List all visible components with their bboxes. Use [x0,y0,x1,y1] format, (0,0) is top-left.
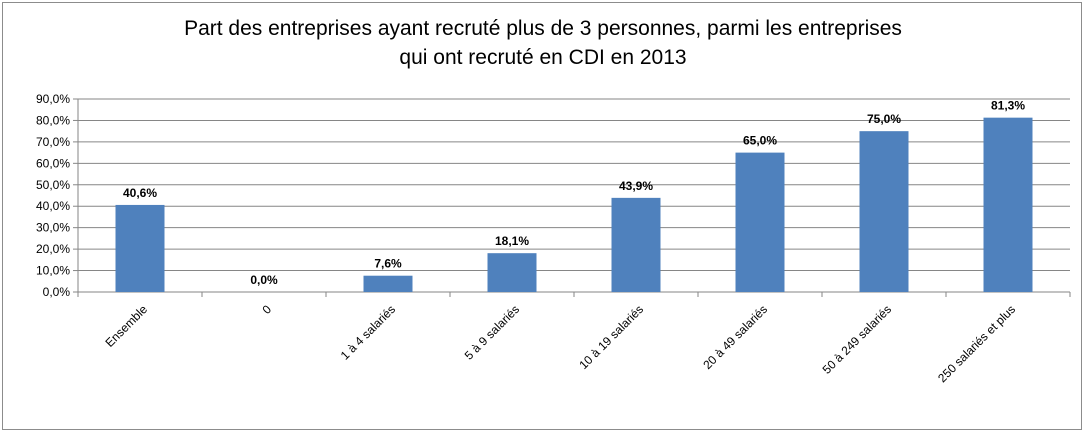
bar [487,253,537,292]
x-tick-label: 10 à 19 salariés [576,302,646,372]
y-tick-label: 80,0% [36,113,70,127]
y-tick-label: 90,0% [36,92,70,106]
x-tick-label: 1 à 4 salariés [338,302,398,362]
x-tick-label: 50 à 249 salariés [820,302,895,377]
data-label: 81,3% [991,99,1025,113]
bar [983,117,1033,292]
y-tick-label: 0,0% [43,285,71,299]
bar [735,152,785,292]
x-tick-label: Ensemble [102,302,150,350]
bar [611,197,661,292]
y-tick-label: 50,0% [36,178,70,192]
bar [859,131,909,292]
y-tick-label: 10,0% [36,264,70,278]
chart-title: Part des entreprises ayant recruté plus … [0,14,1086,72]
x-tick-label: 20 à 49 salariés [700,302,770,372]
data-label: 18,1% [495,234,529,248]
data-label: 40,6% [123,186,157,200]
x-tick-label: 250 salariés et plus [935,302,1018,385]
data-label: 75,0% [867,112,901,126]
y-tick-label: 30,0% [36,221,70,235]
y-tick-label: 70,0% [36,135,70,149]
data-label: 7,6% [374,257,402,271]
y-tick-label: 20,0% [36,242,70,256]
y-tick-label: 40,0% [36,199,70,213]
data-label: 65,0% [743,134,777,148]
data-label: 43,9% [619,179,653,193]
chart-title-line-1: Part des entreprises ayant recruté plus … [184,17,902,40]
chart-title-line-2: qui ont recruté en CDI en 2013 [399,46,687,69]
bar [363,275,413,292]
y-tick-label: 60,0% [36,156,70,170]
x-tick-label: 0 [259,302,274,317]
bar [115,204,165,292]
data-label: 0,0% [250,273,278,287]
x-tick-label: 5 à 9 salariés [462,302,522,362]
